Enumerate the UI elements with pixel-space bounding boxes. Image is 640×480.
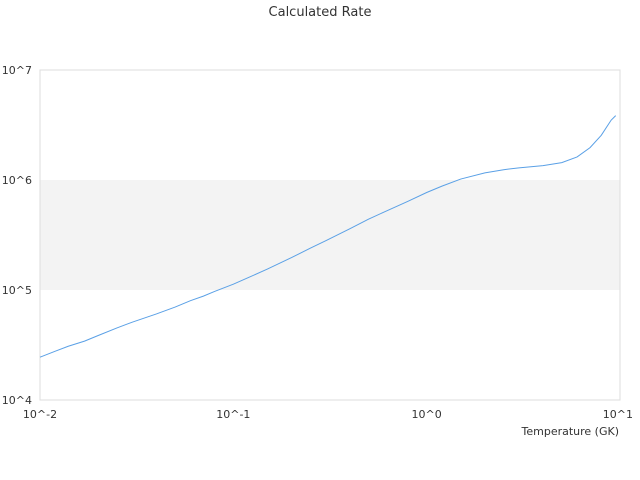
x-tick-label: 10^-2	[23, 408, 57, 421]
series-line-0	[39, 115, 617, 358]
shaded-band-0	[40, 180, 620, 290]
y-tick-label: 10^7	[2, 64, 32, 77]
y-tick-label: 10^5	[2, 284, 32, 297]
y-axis-ticks: 10^4 10^5 10^6 10^7	[2, 64, 32, 407]
x-tick-label: 10^1	[603, 408, 633, 421]
x-tick-label: 10^-1	[216, 408, 250, 421]
shaded-bands	[40, 180, 620, 290]
y-tick-label: 10^6	[2, 174, 32, 187]
y-tick-label: 10^4	[2, 394, 32, 407]
series-group	[39, 115, 617, 358]
chart-title: Calculated Rate	[269, 5, 372, 20]
x-axis-ticks: 10^-2 10^-1 10^0 10^1	[23, 408, 633, 421]
plot-area-border	[39, 69, 621, 401]
x-axis-label: Temperature (GK)	[521, 425, 620, 438]
x-tick-label: 10^0	[412, 408, 442, 421]
